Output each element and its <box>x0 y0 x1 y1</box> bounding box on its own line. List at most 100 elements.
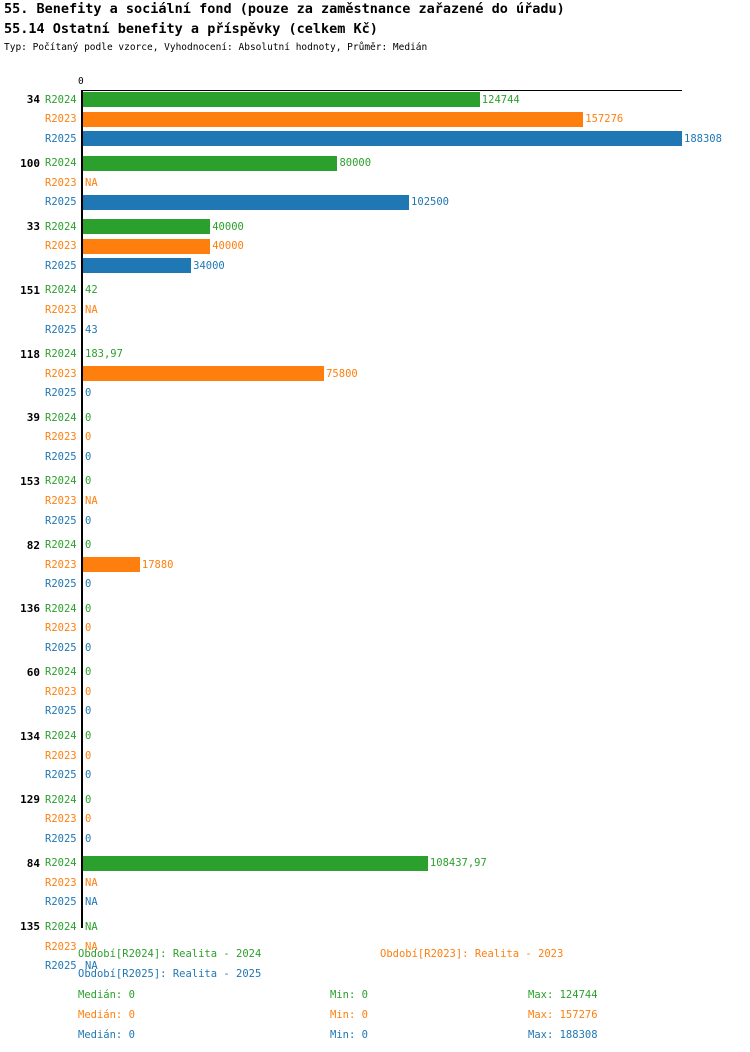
group-label: 60 <box>26 665 40 679</box>
bar-value-label: 0 <box>85 832 92 845</box>
bar-value-label: 17880 <box>141 558 174 571</box>
bar-value-label: 0 <box>85 450 92 463</box>
group-label: 118 <box>20 347 40 361</box>
bar-value-label: 40000 <box>212 220 244 233</box>
bar-value-label: 43 <box>85 323 98 336</box>
bar-value-label: 0 <box>85 431 92 444</box>
bar-value-label: 0 <box>85 749 92 762</box>
bar-value-label: 42 <box>85 284 98 297</box>
bar-r2023[interactable] <box>83 238 211 254</box>
bar-value-label: 0 <box>85 622 92 635</box>
bar-r2025[interactable] <box>83 194 410 210</box>
group-label: 134 <box>20 729 40 743</box>
stat-min-r2023: Min: 0 <box>330 1009 368 1021</box>
bar-value-label: 183,97 <box>85 348 123 361</box>
page-subtitle-heading: 55.14 Ostatní benefity a příspěvky (celk… <box>4 21 378 37</box>
series-label-r2025: R2025 <box>45 450 77 463</box>
bar-r2024[interactable] <box>83 155 338 171</box>
bar-value-label: 0 <box>85 813 92 826</box>
bar-value-label: 0 <box>85 539 92 552</box>
stat-min-r2024: Min: 0 <box>330 989 368 1001</box>
group-label: 84 <box>26 856 40 870</box>
bar-value-label: 0 <box>85 730 92 742</box>
series-label-r2023: R2023 <box>45 876 77 889</box>
series-label-r2023: R2023 <box>45 558 77 571</box>
bar-value-label: NA <box>85 176 98 189</box>
bar-value-label: 0 <box>85 685 92 698</box>
bar-r2024[interactable] <box>83 92 480 107</box>
bar-value-label: NA <box>85 304 98 316</box>
bar-value-label: NA <box>85 960 98 973</box>
series-label-r2024: R2024 <box>45 793 77 806</box>
series-label-r2025: R2025 <box>45 960 77 973</box>
bar-value-label: 108437,97 <box>429 857 487 870</box>
bar-r2023[interactable] <box>83 366 325 382</box>
legend-entry-r2023: Období[R2023]: Realita - 2023 <box>380 948 564 960</box>
series-label-r2024: R2024 <box>45 602 77 615</box>
series-label-r2023: R2023 <box>45 431 77 444</box>
series-label-r2023: R2023 <box>45 176 77 189</box>
series-label-r2025: R2025 <box>45 196 77 209</box>
axis-top-line <box>81 90 682 91</box>
series-label-r2025: R2025 <box>45 705 77 718</box>
group-label: 33 <box>26 220 40 234</box>
stat-min-r2025: Min: 0 <box>330 1029 368 1041</box>
series-label-r2023: R2023 <box>45 749 77 762</box>
bar-r2025[interactable] <box>83 131 682 147</box>
series-label-r2023: R2023 <box>45 940 77 953</box>
series-label-r2024: R2024 <box>45 348 77 361</box>
bar-r2023[interactable] <box>83 557 140 573</box>
series-label-r2025: R2025 <box>45 578 77 591</box>
chart-meta-line: Typ: Počítaný podle vzorce, Vyhodnocení:… <box>4 42 428 53</box>
bar-value-label: 188308 <box>684 132 722 145</box>
series-label-r2024: R2024 <box>45 857 77 870</box>
bar-value-label: 0 <box>85 578 92 591</box>
bar-value-label: NA <box>85 920 98 933</box>
axis-vertical-line <box>81 90 83 928</box>
series-label-r2023: R2023 <box>45 622 77 635</box>
series-label-r2023: R2023 <box>45 240 77 253</box>
series-label-r2024: R2024 <box>45 284 77 297</box>
series-label-r2023: R2023 <box>45 813 77 826</box>
series-label-r2025: R2025 <box>45 132 77 145</box>
bar-r2025[interactable] <box>83 258 192 274</box>
series-label-r2023: R2023 <box>45 304 77 316</box>
series-label-r2025: R2025 <box>45 387 77 400</box>
bar-r2024[interactable] <box>83 219 211 235</box>
series-label-r2024: R2024 <box>45 93 77 106</box>
stat-max-r2023: Max: 157276 <box>528 1009 598 1021</box>
bar-value-label: 0 <box>85 514 92 527</box>
series-label-r2024: R2024 <box>45 920 77 933</box>
group-label: 129 <box>20 793 40 807</box>
series-label-r2023: R2023 <box>45 367 77 380</box>
group-label: 151 <box>20 283 40 297</box>
bar-value-label: NA <box>85 896 98 909</box>
bar-value-label: 80000 <box>339 157 372 170</box>
bar-value-label: 0 <box>85 387 92 400</box>
bar-value-label: 0 <box>85 475 92 488</box>
bar-value-label: 0 <box>85 705 92 718</box>
stat-median-r2024: Medián: 0 <box>78 989 135 1001</box>
series-label-r2024: R2024 <box>45 411 77 424</box>
bar-r2024[interactable] <box>83 855 428 871</box>
group-label: 153 <box>20 474 40 488</box>
bar-value-label: 0 <box>85 602 92 615</box>
bar-value-label: 0 <box>85 769 92 782</box>
bar-value-label: NA <box>85 876 98 889</box>
bar-value-label: 0 <box>85 793 92 806</box>
series-label-r2025: R2025 <box>45 514 77 527</box>
bar-value-label: NA <box>85 940 98 953</box>
page-title: 55. Benefity a sociální fond (pouze za z… <box>4 1 565 17</box>
group-label: 100 <box>20 156 40 170</box>
bar-value-label: 0 <box>85 411 92 424</box>
group-label: 34 <box>26 93 40 106</box>
bar-r2023[interactable] <box>83 111 584 127</box>
series-label-r2025: R2025 <box>45 896 77 909</box>
series-label-r2023: R2023 <box>45 113 77 126</box>
series-label-r2024: R2024 <box>45 539 77 552</box>
series-label-r2024: R2024 <box>45 157 77 170</box>
bar-value-label: 102500 <box>411 196 449 209</box>
series-label-r2024: R2024 <box>45 475 77 488</box>
series-label-r2023: R2023 <box>45 685 77 698</box>
stat-max-r2024: Max: 124744 <box>528 989 598 1001</box>
